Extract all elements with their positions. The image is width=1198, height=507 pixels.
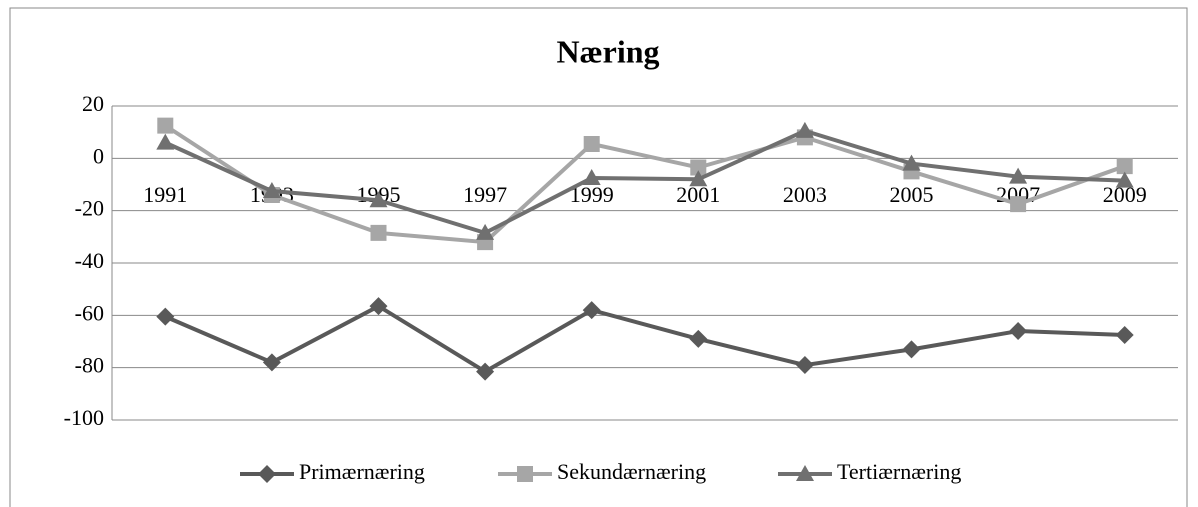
data-point	[582, 301, 601, 320]
y-tick-label: 0	[93, 143, 104, 168]
legend-label: Tertiærnæring	[837, 459, 961, 484]
data-point	[1115, 171, 1134, 188]
x-tick-label: 2005	[890, 182, 934, 207]
y-tick-label: -60	[75, 300, 104, 325]
legend-marker	[517, 466, 533, 482]
data-point	[1010, 196, 1027, 213]
data-point	[1009, 167, 1028, 184]
y-tick-label: 20	[82, 91, 104, 116]
chart-border	[9, 7, 1188, 507]
data-point	[476, 362, 495, 381]
y-tick-label: -80	[75, 353, 104, 378]
data-point	[582, 168, 601, 185]
data-point	[157, 117, 174, 134]
x-tick-label: 1997	[463, 182, 507, 207]
data-point	[262, 182, 281, 199]
data-point	[262, 353, 281, 372]
data-point	[689, 329, 708, 348]
y-tick-label: -20	[75, 196, 104, 221]
legend-label: Primærnæring	[299, 459, 425, 484]
x-tick-label: 1991	[143, 182, 187, 207]
data-point	[156, 133, 175, 150]
legend-label: Sekundærnæring	[557, 459, 706, 484]
data-point	[1115, 325, 1134, 344]
data-point	[156, 307, 175, 326]
data-point	[476, 223, 495, 240]
data-point	[690, 159, 707, 176]
series-line	[164, 303, 1125, 374]
data-point	[689, 170, 708, 187]
data-point	[902, 340, 921, 359]
data-point	[583, 135, 600, 152]
data-point	[369, 297, 388, 316]
y-tick-label: -100	[64, 405, 104, 430]
series-line	[164, 123, 1126, 245]
data-point	[1116, 158, 1133, 175]
y-tick-label: -40	[75, 248, 104, 273]
x-tick-label: 2003	[783, 182, 827, 207]
data-point	[370, 224, 387, 241]
series-line	[164, 128, 1125, 236]
legend-marker	[258, 465, 276, 483]
data-point	[1009, 322, 1028, 341]
data-point	[795, 121, 814, 138]
chart-title: Næring	[556, 33, 659, 69]
data-point	[795, 356, 814, 375]
legend-marker	[796, 465, 814, 481]
data-point	[369, 191, 388, 208]
data-point	[902, 154, 921, 171]
